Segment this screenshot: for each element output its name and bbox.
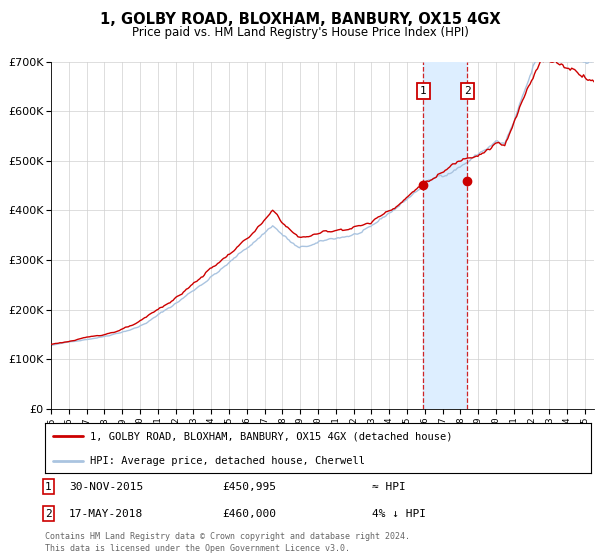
Text: 30-NOV-2015: 30-NOV-2015 [69, 482, 143, 492]
Text: HPI: Average price, detached house, Cherwell: HPI: Average price, detached house, Cher… [90, 456, 365, 465]
Text: 17-MAY-2018: 17-MAY-2018 [69, 508, 143, 519]
Text: 4% ↓ HPI: 4% ↓ HPI [372, 508, 426, 519]
Text: 1: 1 [420, 86, 427, 96]
Text: 1, GOLBY ROAD, BLOXHAM, BANBURY, OX15 4GX: 1, GOLBY ROAD, BLOXHAM, BANBURY, OX15 4G… [100, 12, 500, 27]
Text: 2: 2 [464, 86, 470, 96]
Text: Contains HM Land Registry data © Crown copyright and database right 2024.: Contains HM Land Registry data © Crown c… [45, 532, 410, 541]
Bar [424, 62, 467, 409]
Text: ≈ HPI: ≈ HPI [372, 482, 406, 492]
Text: 2: 2 [45, 508, 52, 519]
Text: 1: 1 [45, 482, 52, 492]
Text: £460,000: £460,000 [222, 508, 276, 519]
Text: £450,995: £450,995 [222, 482, 276, 492]
Text: This data is licensed under the Open Government Licence v3.0.: This data is licensed under the Open Gov… [45, 544, 350, 553]
Text: 1, GOLBY ROAD, BLOXHAM, BANBURY, OX15 4GX (detached house): 1, GOLBY ROAD, BLOXHAM, BANBURY, OX15 4G… [90, 431, 452, 441]
Text: Price paid vs. HM Land Registry's House Price Index (HPI): Price paid vs. HM Land Registry's House … [131, 26, 469, 39]
